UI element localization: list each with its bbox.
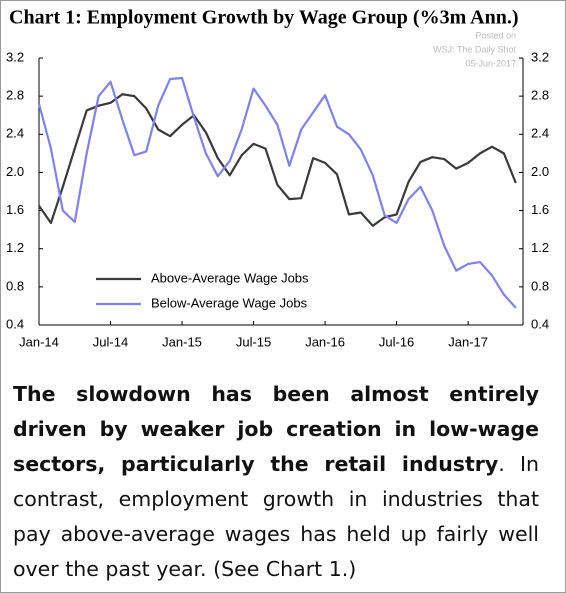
y-tick-label: 3.2 [6, 49, 24, 64]
y-tick-label: 2.8 [6, 88, 24, 103]
y-tick-label: 2.4 [6, 126, 24, 141]
y2-tick-label: 3.2 [531, 49, 549, 64]
y-tick-label: 1.2 [6, 240, 24, 255]
x-tick-label: Jan-17 [448, 334, 488, 349]
x-tick-label: Jan-15 [162, 334, 202, 349]
commentary-text: . In contrast, employment growth in indu… [13, 452, 539, 581]
commentary: The slowdown has been almost entirely dr… [13, 377, 539, 587]
legend-label: Above-Average Wage Jobs [151, 270, 309, 285]
y2-tick-label: 2.4 [531, 126, 549, 141]
chart-title: Chart 1: Employment Growth by Wage Group… [9, 7, 518, 29]
watermark: 05-Jun-2017 [465, 58, 516, 68]
x-tick-label: Jul-14 [93, 334, 128, 349]
x-tick-label: Jan-16 [305, 334, 345, 349]
y-tick-label: 0.8 [6, 278, 24, 293]
y2-tick-label: 1.2 [531, 240, 549, 255]
y2-tick-label: 1.6 [531, 202, 549, 217]
y-tick-label: 0.4 [6, 316, 24, 331]
watermark: WSJ: The Daily Shot [433, 44, 516, 54]
watermark: Posted on [475, 30, 516, 40]
y-tick-label: 1.6 [6, 202, 24, 217]
series-line [37, 76, 517, 309]
commentary-bold: The slowdown has been almost entirely dr… [13, 382, 539, 476]
series-line [38, 93, 517, 227]
x-tick-label: Jul-15 [236, 334, 271, 349]
y2-tick-label: 2.0 [531, 164, 549, 179]
y2-tick-label: 2.8 [531, 88, 549, 103]
legend-label: Below-Average Wage Jobs [151, 295, 308, 310]
y-tick-label: 2.0 [6, 164, 24, 179]
chart: Chart 1: Employment Growth by Wage Group… [6, 7, 549, 350]
y2-tick-label: 0.4 [531, 316, 549, 331]
x-tick-label: Jan-14 [19, 334, 59, 349]
y2-tick-label: 0.8 [531, 278, 549, 293]
x-tick-label: Jul-16 [379, 334, 414, 349]
